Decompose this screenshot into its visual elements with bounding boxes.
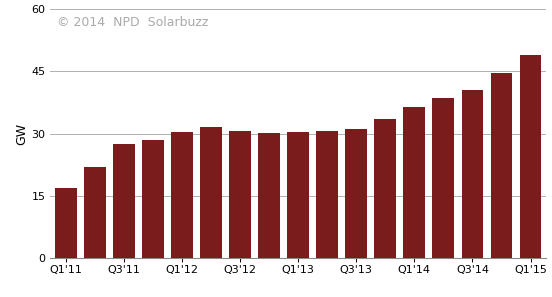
Bar <box>84 167 105 258</box>
Bar <box>461 90 484 258</box>
Bar <box>491 73 512 258</box>
Bar <box>55 188 77 258</box>
Bar <box>519 55 542 258</box>
Bar <box>432 98 454 258</box>
Bar <box>200 127 222 258</box>
Bar <box>113 144 135 258</box>
Bar <box>404 107 425 258</box>
Text: © 2014  NPD  Solarbuzz: © 2014 NPD Solarbuzz <box>57 16 209 29</box>
Bar <box>258 133 280 258</box>
Y-axis label: GW: GW <box>15 123 29 145</box>
Bar <box>346 129 367 258</box>
Bar <box>229 131 251 258</box>
Bar <box>374 119 396 258</box>
Bar <box>287 132 309 258</box>
Bar <box>171 132 193 258</box>
Bar <box>316 131 338 258</box>
Bar <box>142 140 164 258</box>
